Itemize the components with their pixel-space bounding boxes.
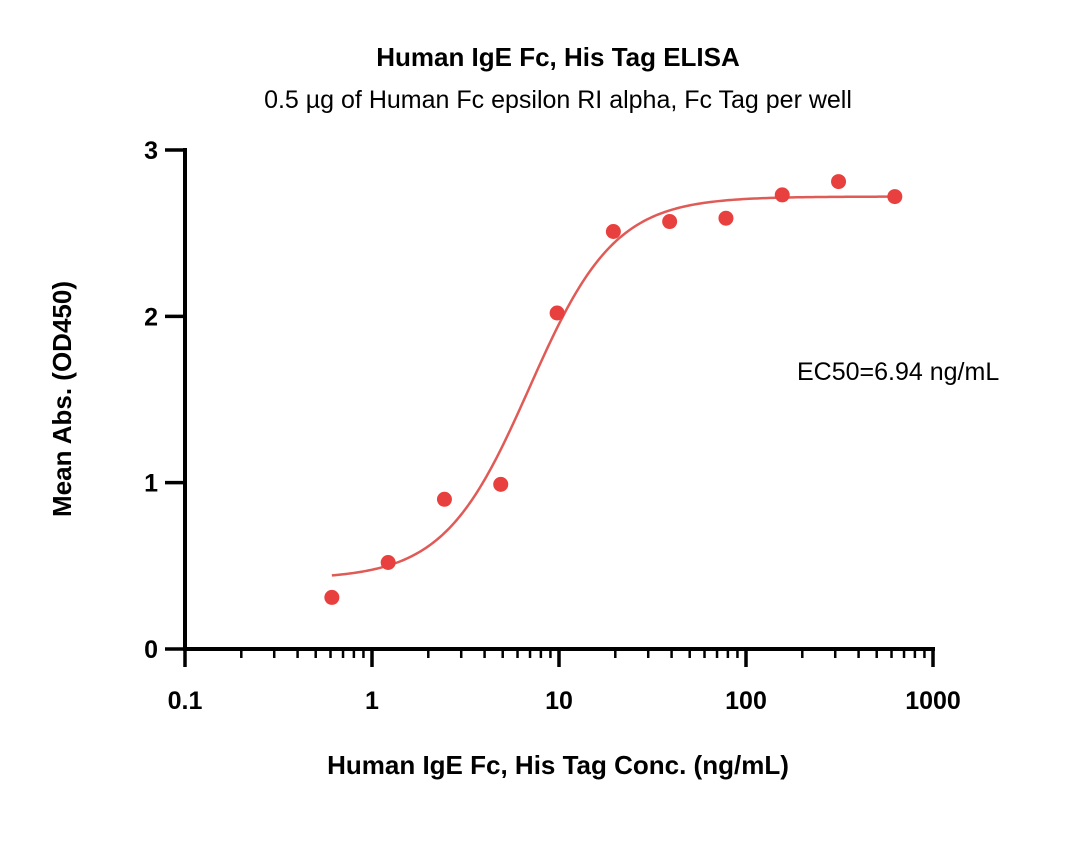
data-points-layer — [324, 174, 903, 605]
fit-curve-layer — [331, 195, 895, 577]
x-tick-label: 1000 — [905, 687, 961, 715]
x-tick-label: 1 — [365, 687, 379, 715]
x-tick-label: 10 — [545, 687, 573, 715]
data-point — [774, 187, 790, 203]
y-axis-label: Mean Abs. (OD450) — [47, 281, 77, 517]
data-point — [493, 476, 509, 492]
fit-curve — [331, 195, 895, 577]
chart-subtitle: 0.5 µg of Human Fc epsilon RI alpha, Fc … — [264, 86, 852, 114]
data-point — [380, 555, 396, 571]
y-tick-label: 0 — [144, 636, 158, 664]
x-tick-label: 0.1 — [168, 687, 203, 715]
data-point — [605, 224, 621, 240]
axes: 0.1 1 10 100 1000 0 1 2 3 — [144, 137, 961, 715]
x-tick-label: 100 — [725, 687, 767, 715]
data-point — [718, 210, 734, 226]
data-point — [831, 174, 847, 190]
chart-title: Human IgE Fc, His Tag ELISA — [376, 42, 740, 72]
data-point — [436, 491, 452, 507]
data-point — [324, 589, 340, 605]
data-point — [549, 305, 565, 321]
y-tick-label: 2 — [144, 303, 158, 331]
y-tick-label: 3 — [144, 137, 158, 165]
x-axis-label: Human IgE Fc, His Tag Conc. (ng/mL) — [327, 750, 789, 780]
y-tick-label: 1 — [144, 470, 158, 498]
data-point — [887, 189, 903, 205]
data-point — [662, 214, 678, 230]
ec50-annotation: EC50=6.94 ng/mL — [797, 358, 999, 386]
